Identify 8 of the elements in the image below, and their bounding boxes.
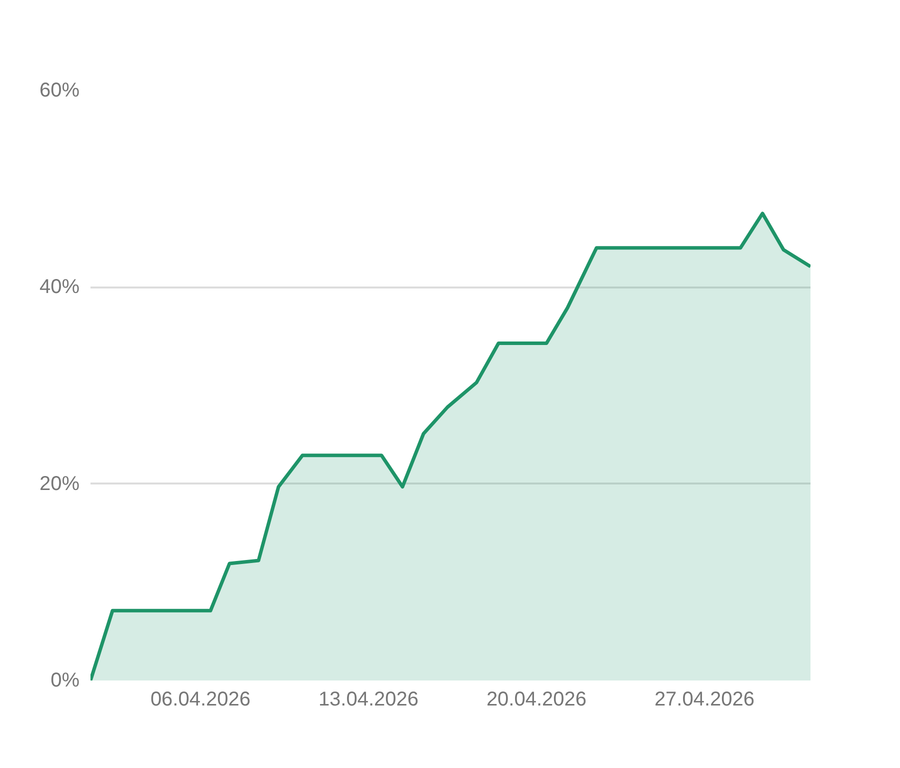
y-tick-label: 60% <box>39 80 80 102</box>
x-tick-label: 20.04.2026 <box>486 688 587 710</box>
x-tick-label: 06.04.2026 <box>150 688 251 710</box>
y-tick-label: 40% <box>39 276 80 298</box>
x-tick-label: 13.04.2026 <box>318 688 419 710</box>
y-tick-label: 0% <box>50 670 80 692</box>
x-tick-label: 27.04.2026 <box>654 688 755 710</box>
y-tick-label: 20% <box>39 472 80 495</box>
